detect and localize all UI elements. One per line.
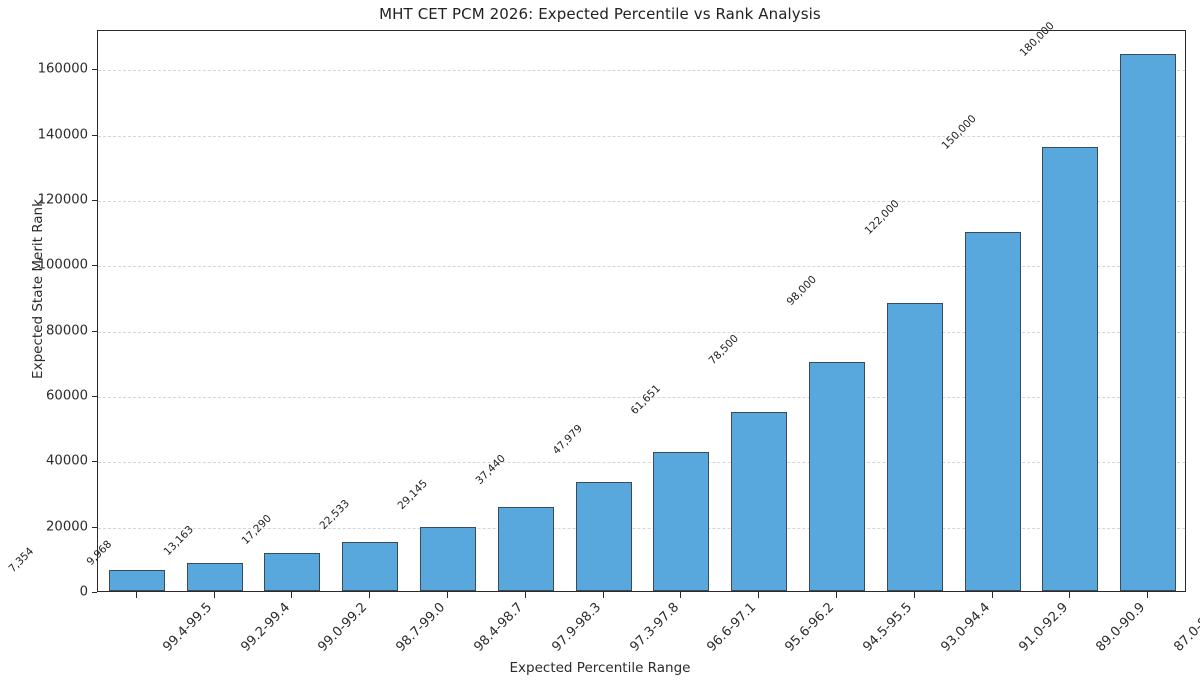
y-tick-mark <box>91 330 97 332</box>
x-tick-mark <box>835 592 837 598</box>
bar[interactable] <box>264 553 321 591</box>
x-tick-label: 99.2-99.4 <box>238 600 293 655</box>
x-tick-mark <box>758 592 760 598</box>
y-tick-label: 80000 <box>46 323 88 339</box>
x-tick-mark <box>913 592 915 598</box>
x-tick-label: 97.3-97.8 <box>626 600 682 655</box>
bar[interactable] <box>186 562 243 591</box>
x-tick-label: 91.0-92.9 <box>1015 600 1071 655</box>
bar[interactable] <box>108 570 165 591</box>
bar[interactable] <box>964 231 1021 591</box>
x-tick-mark <box>1147 592 1149 598</box>
x-tick-mark <box>135 592 137 598</box>
bar[interactable] <box>653 451 710 591</box>
plot-inner <box>98 31 1185 591</box>
x-tick-mark <box>524 592 526 598</box>
gridline <box>98 200 1185 202</box>
gridline <box>98 266 1185 268</box>
gridline <box>98 396 1185 398</box>
bar[interactable] <box>808 362 865 591</box>
x-tick-label: 94.5-95.5 <box>860 600 916 655</box>
y-tick-mark <box>91 199 97 201</box>
x-tick-label: 89.0-90.9 <box>1093 600 1149 655</box>
x-tick-mark <box>991 592 993 598</box>
bar[interactable] <box>342 541 399 591</box>
x-tick-label: 87.0-88.9 <box>1171 600 1200 655</box>
gridline <box>98 70 1185 72</box>
x-tick-label: 99.0-99.2 <box>315 600 371 655</box>
x-tick-label: 96.6-97.1 <box>704 600 760 655</box>
x-tick-mark <box>369 592 371 598</box>
x-tick-mark <box>602 592 604 598</box>
y-tick-label: 20000 <box>46 519 88 535</box>
x-tick-label: 99.4-99.5 <box>160 600 216 655</box>
x-tick-mark <box>213 592 215 598</box>
bar[interactable] <box>497 506 554 591</box>
y-tick-mark <box>91 265 97 267</box>
x-axis-label: Expected Percentile Range <box>509 660 691 676</box>
x-tick-mark <box>447 592 449 598</box>
y-tick-label: 0 <box>79 584 88 600</box>
bar[interactable] <box>1120 53 1177 591</box>
y-tick-label: 60000 <box>46 388 88 404</box>
bar[interactable] <box>731 411 788 591</box>
y-tick-label: 100000 <box>37 257 88 273</box>
x-tick-mark <box>1069 592 1071 598</box>
x-tick-label: 93.0-94.4 <box>938 600 993 655</box>
y-axis-label: Expected State Merit Rank <box>30 199 46 379</box>
x-tick-label: 95.6-96.2 <box>782 600 838 655</box>
bar[interactable] <box>575 482 632 591</box>
y-tick-mark <box>91 592 97 593</box>
y-tick-mark <box>91 395 97 397</box>
bar[interactable] <box>886 303 943 591</box>
y-tick-label: 40000 <box>46 453 88 469</box>
plot-area <box>97 30 1186 592</box>
gridline <box>98 527 1185 529</box>
bar[interactable] <box>420 526 477 591</box>
x-tick-label: 97.9-98.3 <box>549 600 605 655</box>
gridline <box>98 331 1185 333</box>
y-tick-mark <box>91 134 97 136</box>
y-tick-mark <box>91 461 97 463</box>
y-tick-mark <box>91 69 97 71</box>
y-tick-label: 160000 <box>37 61 88 77</box>
y-tick-mark <box>91 526 97 528</box>
chart-title: MHT CET PCM 2026: Expected Percentile vs… <box>379 5 821 23</box>
y-tick-label: 120000 <box>37 192 88 208</box>
bar[interactable] <box>1042 146 1099 591</box>
gridline <box>98 135 1185 137</box>
x-tick-label: 98.4-98.7 <box>471 600 527 655</box>
x-tick-mark <box>291 592 293 598</box>
gridline <box>98 462 1185 464</box>
x-tick-mark <box>680 592 682 598</box>
y-tick-label: 140000 <box>37 127 88 143</box>
x-tick-label: 98.7-99.0 <box>393 600 449 655</box>
